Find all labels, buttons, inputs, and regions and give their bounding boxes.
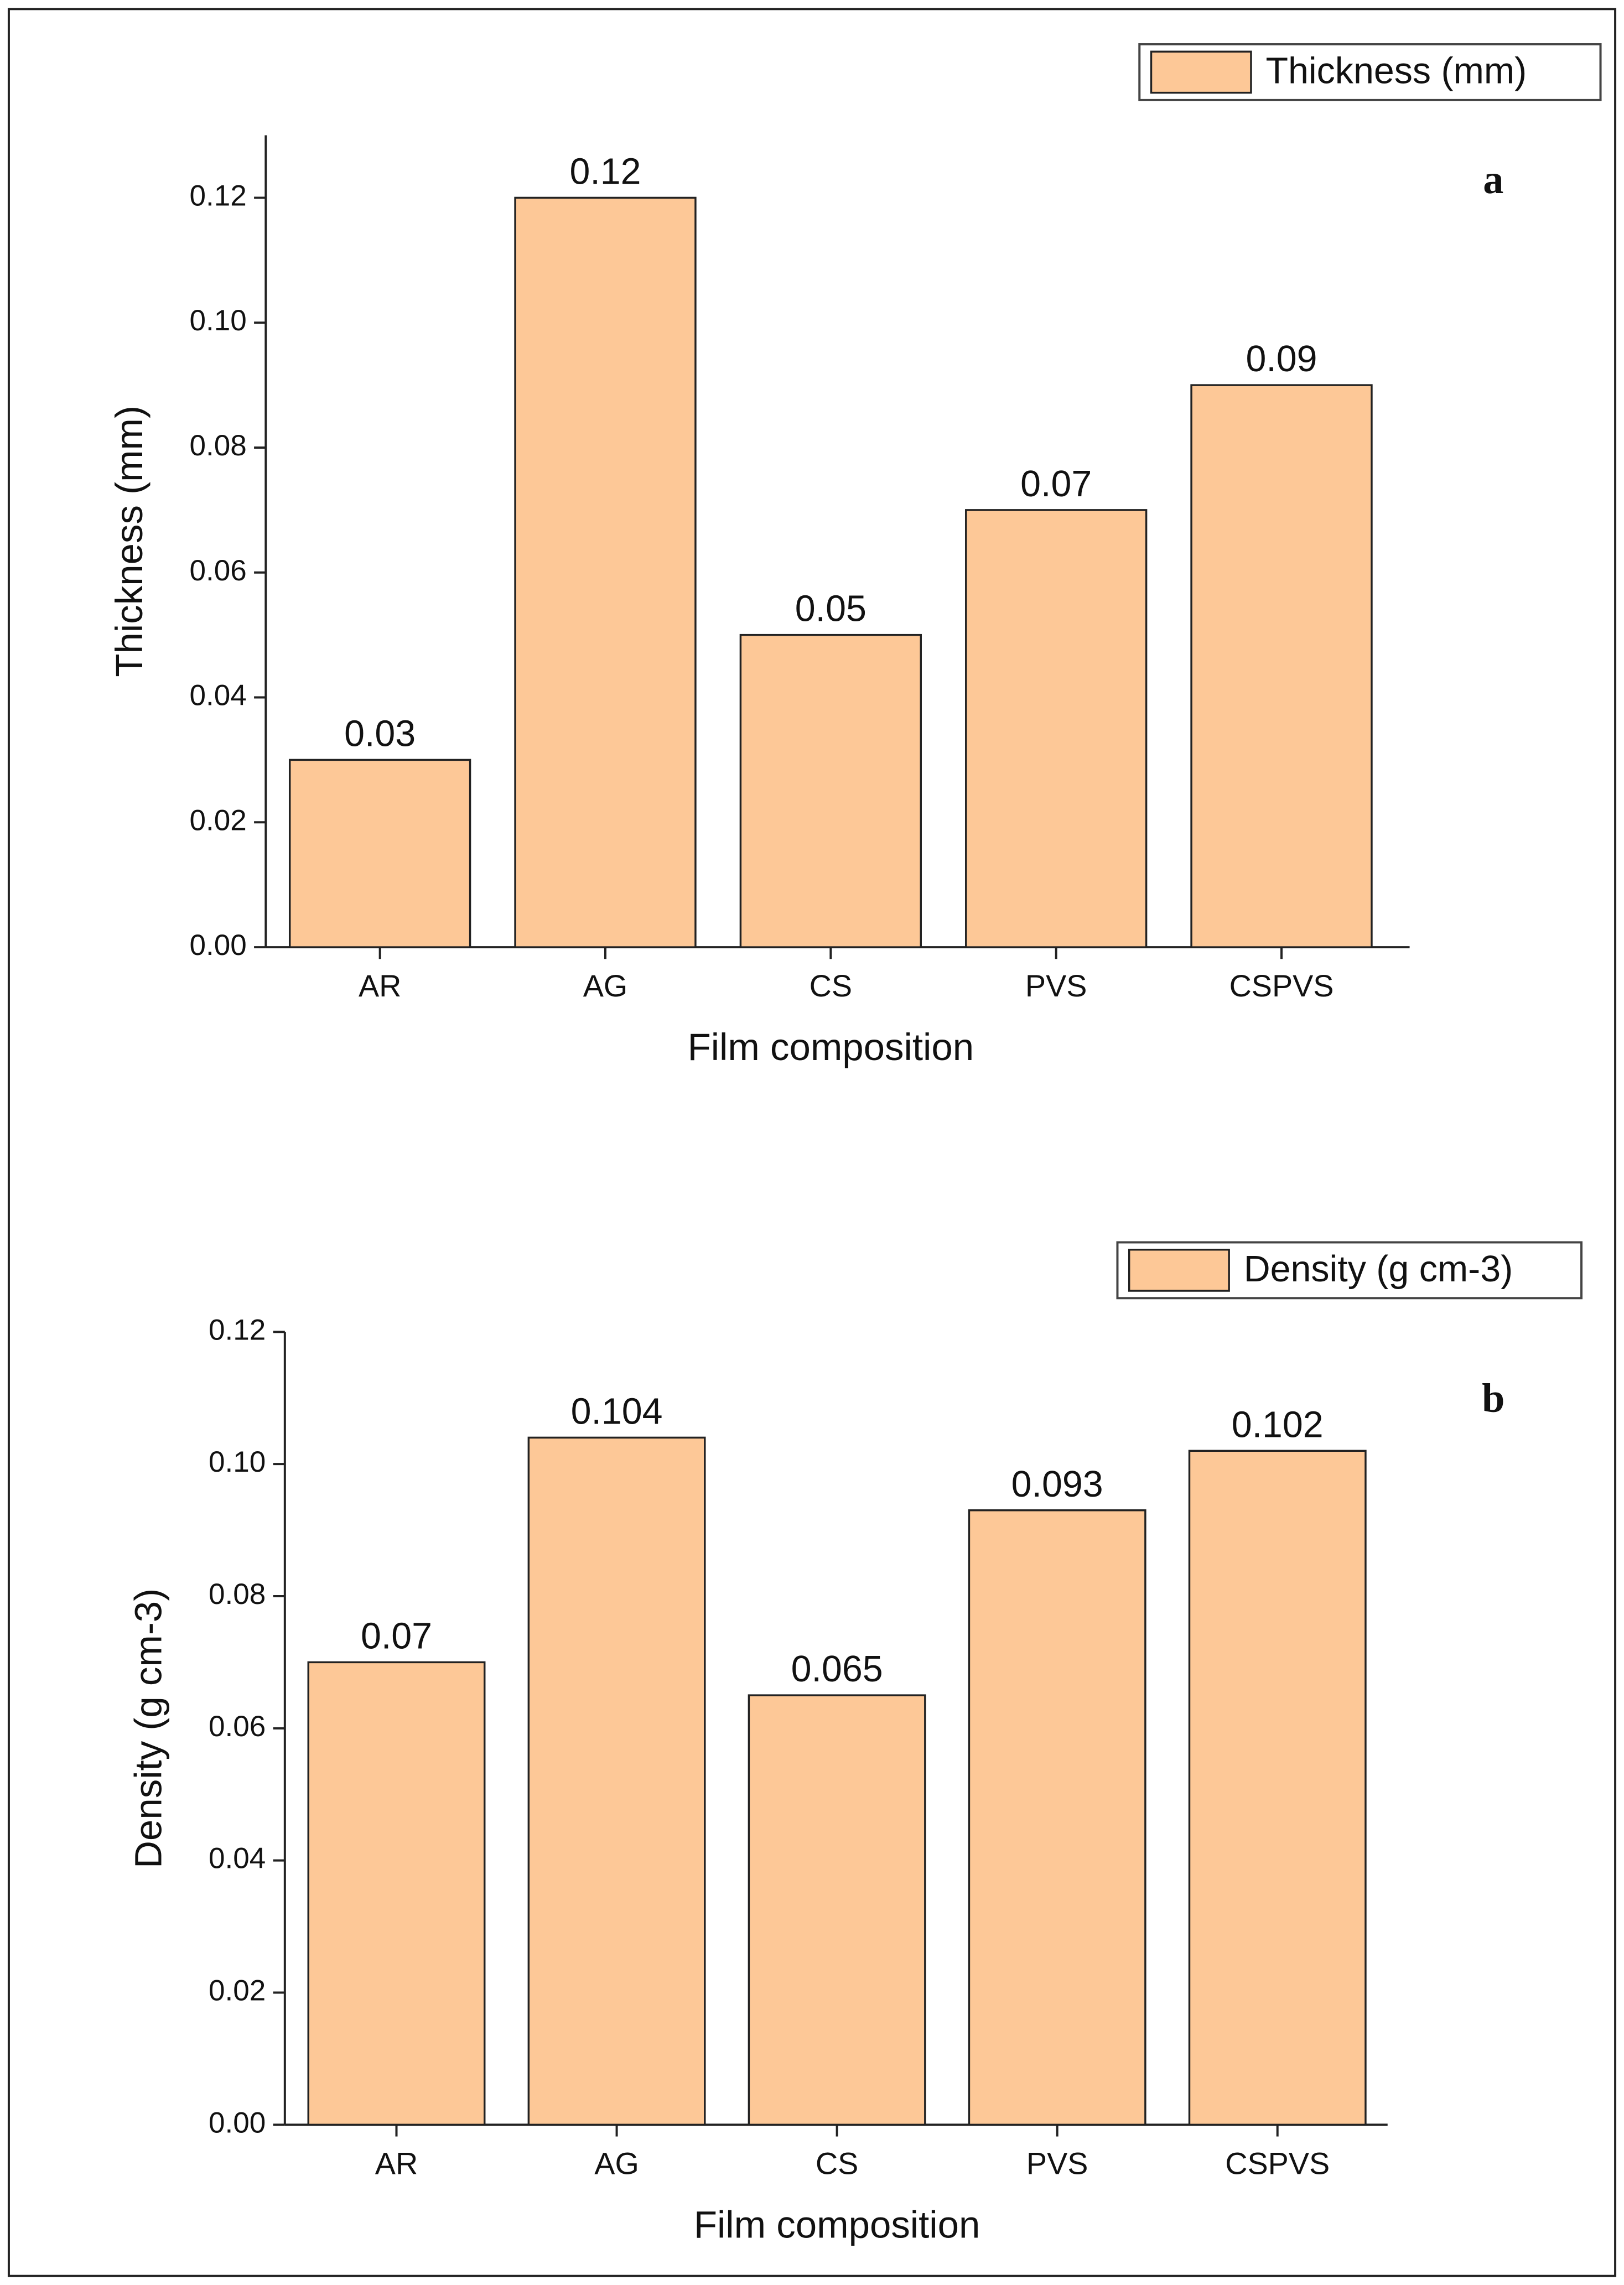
legend-swatch bbox=[1128, 1248, 1230, 1292]
y-tick-label: 0.08 bbox=[209, 1578, 266, 1611]
value-label: 0.093 bbox=[1011, 1464, 1103, 1505]
x-tick-label: PVS bbox=[1025, 969, 1087, 1003]
y-tick-label: 0.02 bbox=[190, 804, 247, 837]
y-tick-label: 0.06 bbox=[190, 554, 247, 587]
y-tick-label: 0.00 bbox=[209, 2106, 266, 2139]
panel-label: a bbox=[1483, 157, 1503, 202]
value-label: 0.07 bbox=[1020, 464, 1092, 505]
y-tick-label: 0.02 bbox=[209, 1975, 266, 2007]
bar bbox=[288, 759, 471, 948]
y-tick-label: 0.12 bbox=[190, 179, 247, 212]
value-label: 0.03 bbox=[344, 713, 416, 754]
y-tick-label: 0.06 bbox=[209, 1710, 266, 1743]
value-label: 0.102 bbox=[1232, 1404, 1324, 1445]
bar bbox=[965, 509, 1148, 948]
y-tick-label: 0.12 bbox=[209, 1313, 266, 1346]
y-tick-label: 0.04 bbox=[190, 679, 247, 712]
bar bbox=[307, 1661, 486, 2126]
x-tick-label: AR bbox=[359, 969, 401, 1003]
legend-label: Thickness (mm) bbox=[1265, 51, 1527, 92]
x-tick-label: AR bbox=[375, 2146, 418, 2180]
value-label: 0.05 bbox=[795, 589, 867, 630]
y-tick-label: 0.10 bbox=[190, 304, 247, 337]
value-label: 0.065 bbox=[791, 1649, 883, 1690]
legend-label: Density (g cm-3) bbox=[1244, 1249, 1513, 1290]
x-tick-label: AG bbox=[594, 2146, 639, 2180]
bar bbox=[968, 1509, 1146, 2126]
x-tick-label: AG bbox=[583, 969, 628, 1003]
x-axis-label: Film composition bbox=[688, 1026, 974, 1068]
value-label: 0.09 bbox=[1246, 339, 1317, 380]
y-axis-label: Density (g cm-3) bbox=[127, 1588, 170, 1868]
bar bbox=[1188, 1450, 1367, 2126]
value-label: 0.12 bbox=[569, 152, 641, 193]
y-tick-label: 0.08 bbox=[190, 429, 247, 462]
value-label: 0.07 bbox=[361, 1616, 432, 1656]
x-tick-label: PVS bbox=[1026, 2146, 1088, 2180]
value-label: 0.104 bbox=[571, 1391, 663, 1432]
bar bbox=[739, 633, 922, 948]
bar bbox=[748, 1694, 926, 2126]
bar bbox=[527, 1436, 706, 2126]
legend-swatch bbox=[1150, 50, 1252, 94]
x-tick-label: CSPVS bbox=[1225, 2146, 1330, 2180]
x-tick-label: CS bbox=[816, 2146, 858, 2180]
y-tick-label: 0.10 bbox=[209, 1446, 266, 1478]
y-tick-label: 0.00 bbox=[190, 929, 247, 962]
x-tick-label: CS bbox=[810, 969, 852, 1003]
y-tick-label: 0.04 bbox=[209, 1842, 266, 1875]
bar bbox=[1190, 384, 1373, 948]
bar bbox=[514, 196, 697, 948]
x-axis-label: Film composition bbox=[694, 2203, 980, 2246]
panel-label: b bbox=[1482, 1376, 1504, 1421]
y-axis-label: Thickness (mm) bbox=[108, 406, 151, 677]
x-tick-label: CSPVS bbox=[1229, 969, 1334, 1003]
